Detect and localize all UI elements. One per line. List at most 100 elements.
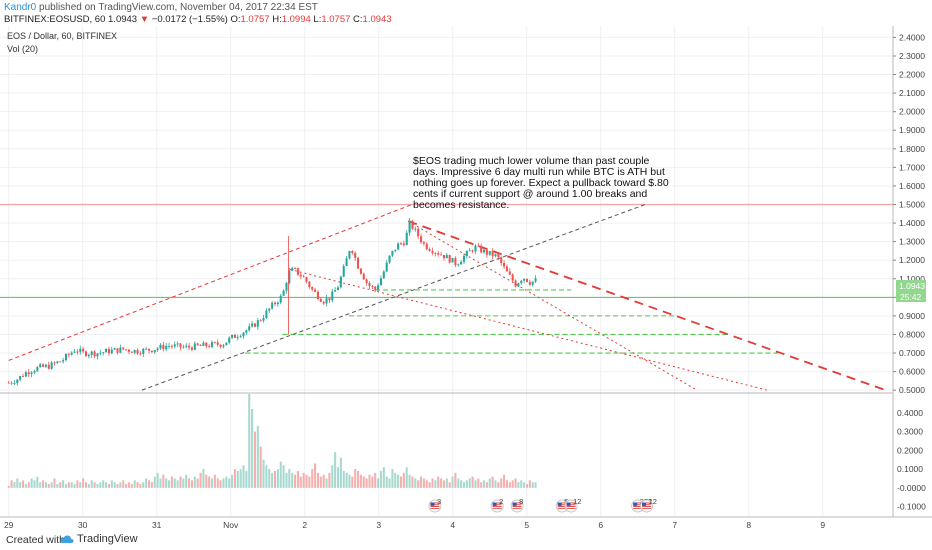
volume-bar <box>116 484 119 488</box>
volume-bar <box>382 467 385 488</box>
volume-bar <box>231 474 234 488</box>
candle-body <box>176 343 179 345</box>
event-badge-count: 2 <box>499 497 503 506</box>
candle-body <box>411 220 414 229</box>
volume-bar <box>325 478 328 488</box>
event-badge[interactable]: 12 <box>640 497 657 513</box>
candle-body <box>500 257 503 263</box>
candle-body <box>265 310 268 319</box>
volume-bar <box>299 476 302 488</box>
event-badge[interactable]: 5 <box>555 497 569 513</box>
last-price: 1.0943 <box>108 14 138 25</box>
volume-bar <box>199 472 202 488</box>
annotation-text[interactable]: $EOS trading much lower volume than past… <box>413 155 669 211</box>
event-badge[interactable]: 2 <box>490 497 504 513</box>
volume-bar <box>491 476 494 488</box>
volume-bar <box>480 482 483 488</box>
volume-bar <box>414 478 417 488</box>
volume-bar <box>431 478 434 488</box>
event-badges[interactable]: 32851227312 <box>428 497 657 513</box>
volume-bar <box>67 482 70 488</box>
volume-bar <box>210 478 214 488</box>
candle-body <box>185 345 188 347</box>
volume-tick-label: 0.2000 <box>897 445 923 455</box>
volume-bar <box>471 476 474 488</box>
volume-bar <box>102 480 105 488</box>
candle-body <box>414 228 417 230</box>
flag-stripe <box>566 504 576 506</box>
chart-header: Kandr0 published on TradingView.com, Nov… <box>0 0 932 26</box>
volume-bar <box>388 478 391 488</box>
candle-body <box>233 334 236 338</box>
volume-bar <box>311 469 314 488</box>
volume-bar <box>253 431 256 488</box>
candle-body <box>394 249 397 251</box>
volume-bar <box>119 482 122 488</box>
volume-bar <box>62 480 65 488</box>
candle-body <box>7 382 10 384</box>
volume-bar <box>359 474 362 488</box>
volume-bar <box>47 484 50 488</box>
candle-body <box>242 332 245 337</box>
volume-bar <box>336 467 340 488</box>
volume-bar <box>305 474 308 488</box>
candle-body <box>116 348 119 353</box>
candle-body <box>365 279 368 284</box>
candle-body <box>127 349 130 352</box>
volume-bar <box>79 482 82 488</box>
tradingview-logo[interactable]: TradingView <box>60 533 138 545</box>
volume-bar <box>365 478 368 488</box>
candle-body <box>336 287 340 291</box>
volume-bar <box>188 478 191 488</box>
author-link[interactable]: Kandr0 <box>4 2 37 13</box>
event-badge[interactable]: 3 <box>428 497 442 513</box>
price-tick-label: 1.2000 <box>899 255 925 265</box>
event-badge[interactable]: 12 <box>564 497 581 513</box>
volume-bar <box>448 482 451 488</box>
volume-bar <box>113 482 116 488</box>
volume-bar <box>225 476 228 488</box>
volume-bar <box>96 484 99 488</box>
volume-bar <box>16 478 19 488</box>
volume-bar <box>348 474 351 488</box>
volume-bar <box>276 469 279 488</box>
flag-field <box>566 502 576 510</box>
event-badge-count: 12 <box>649 497 657 506</box>
flag-stripe <box>633 506 643 507</box>
countdown-tag-text: 25:42 <box>900 292 922 302</box>
candle-body <box>417 228 420 237</box>
candle-body <box>385 262 388 272</box>
flag-stripe <box>492 504 502 506</box>
candle-body <box>156 348 159 351</box>
flag-field <box>633 502 643 510</box>
time-tick-label: 30 <box>78 520 88 530</box>
volume-bar <box>411 476 414 488</box>
event-badge[interactable]: 8 <box>510 497 524 513</box>
flag-field <box>512 502 522 510</box>
flag-stripe <box>492 507 502 509</box>
candle-body <box>153 350 156 353</box>
volume-bar <box>10 480 13 488</box>
price-tick-label: 0.5000 <box>899 385 925 395</box>
price-tick-label: 1.1000 <box>899 274 925 284</box>
volume-bar <box>371 476 374 488</box>
candle-body <box>402 243 405 246</box>
candle-body <box>99 352 102 354</box>
volume-bar <box>213 474 216 488</box>
price-chart[interactable]: 0.50000.60000.70000.80000.90001.00001.10… <box>0 26 932 530</box>
flag-canton <box>512 502 517 506</box>
candle-body <box>428 249 431 251</box>
volume-bar <box>477 478 480 488</box>
candle-body <box>531 281 534 285</box>
volume-bar <box>242 465 245 488</box>
flag-field <box>492 502 502 510</box>
candle-body <box>288 270 291 283</box>
volume-bar <box>205 474 208 488</box>
volume-bar <box>133 480 136 488</box>
candle-body <box>425 243 428 250</box>
candle-body <box>397 243 400 250</box>
candle-body <box>291 268 294 271</box>
volume-bar <box>130 484 133 488</box>
candle-body <box>76 351 79 353</box>
volume-bar <box>296 470 299 488</box>
